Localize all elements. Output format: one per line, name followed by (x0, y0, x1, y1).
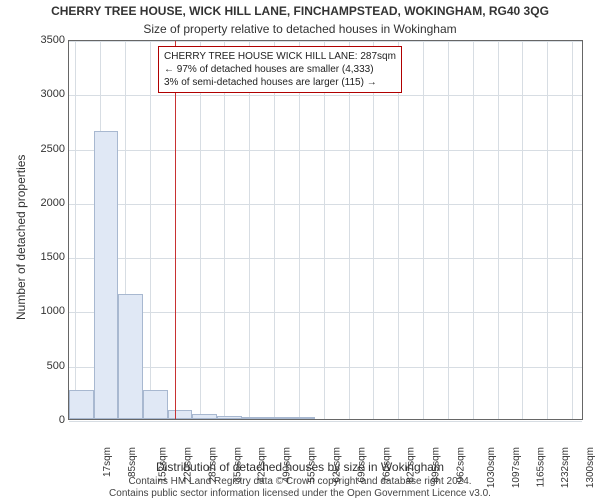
histogram-bar (118, 294, 143, 419)
x-tick-label: 422sqm (257, 447, 268, 483)
y-tick-label: 2500 (25, 143, 65, 155)
gridline-v (274, 41, 275, 419)
histogram-bar (217, 416, 242, 419)
footer-line1: Contains HM Land Registry data © Crown c… (0, 476, 600, 488)
histogram-bar (291, 417, 316, 419)
x-tick-label: 85sqm (127, 447, 138, 477)
x-tick-label: 17sqm (102, 447, 113, 477)
x-tick-label: 490sqm (282, 447, 293, 483)
annotation-line3: 3% of semi-detached houses are larger (1… (164, 76, 396, 89)
gridline-v (423, 41, 424, 419)
gridline-v (473, 41, 474, 419)
gridline-v (398, 41, 399, 419)
gridline-v (547, 41, 548, 419)
histogram-bar (192, 414, 217, 419)
chart-footer: Contains HM Land Registry data © Crown c… (0, 476, 600, 500)
footer-line2: Contains public sector information licen… (0, 488, 600, 500)
y-tick-label: 500 (25, 360, 65, 372)
x-tick-label: 760sqm (381, 447, 392, 483)
y-tick-label: 0 (25, 414, 65, 426)
gridline-v (299, 41, 300, 419)
y-tick-label: 2000 (25, 197, 65, 209)
gridline-v (150, 41, 151, 419)
histogram-bar (143, 390, 168, 419)
chart-container: { "title_line1": "CHERRY TREE HOUSE, WIC… (0, 0, 600, 500)
x-axis-label: Distribution of detached houses by size … (0, 460, 600, 474)
histogram-bar (242, 417, 267, 419)
gridline-v (224, 41, 225, 419)
x-tick-label: 1300sqm (585, 447, 596, 488)
chart-title: CHERRY TREE HOUSE, WICK HILL LANE, FINCH… (0, 4, 600, 18)
gridline-h (69, 204, 582, 205)
gridline-v (572, 41, 573, 419)
gridline-v (200, 41, 201, 419)
gridline-v (349, 41, 350, 419)
x-tick-label: 895sqm (431, 447, 442, 483)
gridline-h (69, 421, 582, 422)
x-tick-label: 1097sqm (511, 447, 522, 488)
y-tick-label: 3000 (25, 88, 65, 100)
gridline-h (69, 41, 582, 42)
y-tick-label: 1500 (25, 251, 65, 263)
histogram-bar (168, 410, 193, 419)
x-tick-label: 1165sqm (535, 447, 546, 487)
gridline-v (373, 41, 374, 419)
gridline-v (324, 41, 325, 419)
gridline-v (249, 41, 250, 419)
y-axis-label: Number of detached properties (14, 155, 28, 320)
x-tick-label: 152sqm (157, 447, 168, 483)
annotation-line1: CHERRY TREE HOUSE WICK HILL LANE: 287sqm (164, 50, 396, 63)
x-tick-label: 557sqm (306, 447, 317, 483)
annotation-line2: ← 97% of detached houses are smaller (4,… (164, 63, 396, 76)
gridline-h (69, 258, 582, 259)
histogram-bar (69, 390, 94, 419)
x-tick-label: 1232sqm (560, 447, 571, 488)
x-tick-label: 1030sqm (486, 447, 497, 488)
gridline-h (69, 95, 582, 96)
y-tick-label: 1000 (25, 305, 65, 317)
x-tick-label: 287sqm (207, 447, 218, 483)
x-tick-label: 962sqm (455, 447, 466, 483)
y-axis-label-text: Number of detached properties (14, 155, 28, 320)
annotation-box: CHERRY TREE HOUSE WICK HILL LANE: 287sqm… (158, 46, 402, 93)
x-tick-label: 625sqm (331, 447, 342, 483)
histogram-bar (94, 131, 119, 419)
x-tick-label: 220sqm (183, 447, 194, 483)
gridline-v (75, 41, 76, 419)
gridline-v (448, 41, 449, 419)
gridline-h (69, 312, 582, 313)
reference-line (175, 41, 176, 419)
x-tick-label: 692sqm (356, 447, 367, 483)
gridline-v (522, 41, 523, 419)
chart-subtitle: Size of property relative to detached ho… (0, 22, 600, 36)
y-tick-label: 3500 (25, 34, 65, 46)
gridline-h (69, 150, 582, 151)
gridline-h (69, 367, 582, 368)
gridline-v (498, 41, 499, 419)
plot-area (68, 40, 583, 420)
x-tick-label: 355sqm (232, 447, 243, 483)
x-tick-label: 827sqm (406, 447, 417, 483)
histogram-bar (266, 417, 291, 419)
